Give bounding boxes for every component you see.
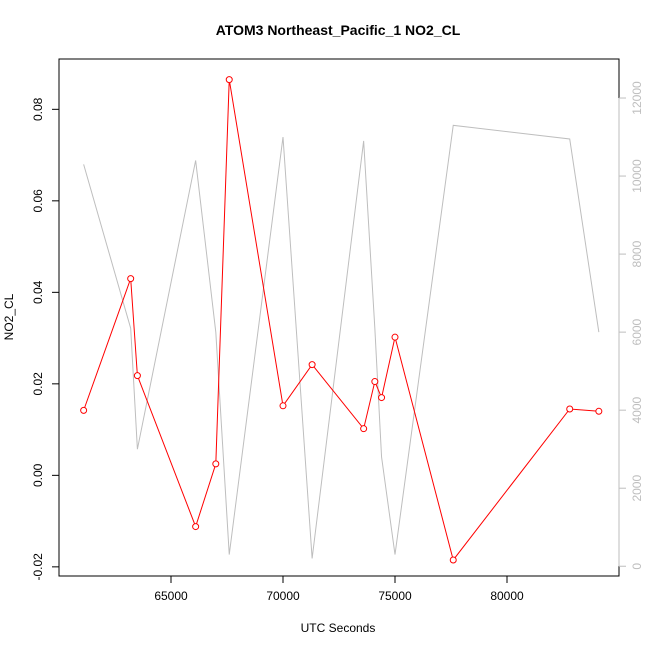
- y2-tick-label: 10000: [630, 159, 644, 193]
- data-point: [212, 460, 220, 468]
- plot-frame: [58, 58, 620, 577]
- x-tick-label: 70000: [266, 589, 300, 603]
- y-tick-label: 0.00: [31, 463, 45, 487]
- data-point: [127, 275, 135, 283]
- data-point: [566, 405, 574, 413]
- y-tick-label: 0.04: [31, 280, 45, 304]
- data-point: [279, 402, 287, 410]
- data-point: [192, 523, 200, 531]
- x-tick-label: 80000: [490, 589, 524, 603]
- data-point: [308, 361, 316, 369]
- data-point: [360, 425, 368, 433]
- y2-tick-label: 8000: [630, 240, 644, 267]
- y-axis-label: NO2_CL: [2, 293, 16, 340]
- y-tick-label: -0.02: [31, 553, 45, 581]
- y2-tick-label: 6000: [630, 318, 644, 345]
- data-point: [449, 556, 457, 564]
- y2-tick-label: 2000: [630, 475, 644, 502]
- y2-tick-label: 0: [630, 563, 644, 570]
- y2-tick-label: 12000: [630, 81, 644, 115]
- x-axis-label: UTC Seconds: [301, 621, 376, 635]
- chart-title: ATOM3 Northeast_Pacific_1 NO2_CL: [216, 22, 461, 38]
- gray-series-line: [83, 124, 600, 559]
- data-point: [378, 394, 386, 402]
- data-point: [80, 406, 88, 414]
- y-tick-label: 0.06: [31, 189, 45, 213]
- data-point: [371, 378, 379, 386]
- x-tick-label: 75000: [378, 589, 412, 603]
- data-point: [391, 333, 399, 341]
- y-tick-label: 0.02: [31, 372, 45, 396]
- data-point: [133, 372, 141, 380]
- x-tick-label: 65000: [154, 589, 188, 603]
- y2-tick-label: 4000: [630, 396, 644, 423]
- data-point: [225, 76, 233, 84]
- y-tick-label: 0.08: [31, 97, 45, 121]
- data-point: [595, 407, 603, 415]
